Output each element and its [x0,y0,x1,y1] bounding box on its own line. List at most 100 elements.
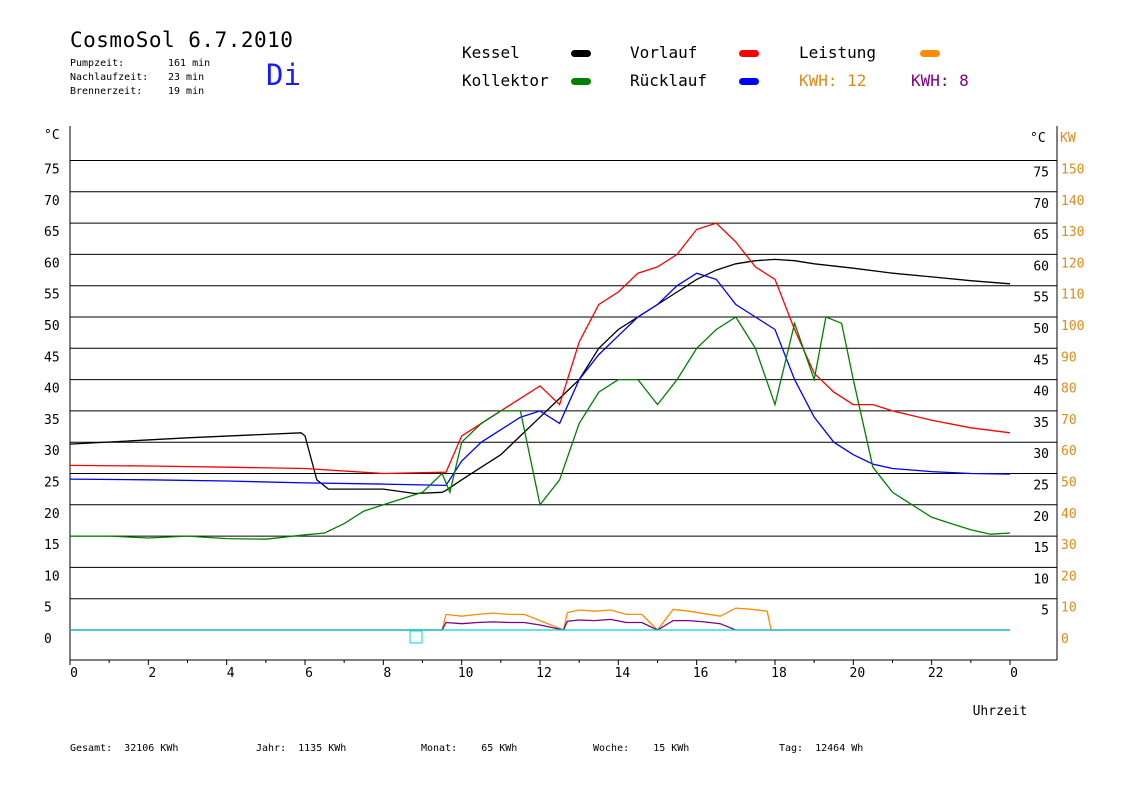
y-tick-left: 10 [44,569,60,584]
y-tick-left: 15 [44,538,60,553]
y-tick-left: 50 [44,319,60,334]
y-tick-right: 20 [1033,510,1049,525]
y-tick-right: 55 [1033,291,1049,306]
stat-value: 19 min [168,86,205,97]
y-tick-left: 70 [44,194,60,209]
x-tick-label: 14 [615,666,631,681]
y-tick-right: 25 [1033,479,1049,494]
kw-tick: 60 [1061,444,1077,459]
x-tick-label: 22 [928,666,944,681]
kw-tick: 80 [1061,382,1077,397]
legend-kessel-label: Kessel [462,43,520,62]
footer-tag: Tag: 12464 Wh [779,743,864,754]
y-tick-left: 20 [44,507,60,522]
kw-tick: 150 [1061,163,1084,178]
x-tick-label: 18 [771,666,787,681]
y-tick-right: 35 [1033,416,1049,431]
y-tick-right: 5 [1041,604,1049,619]
legend-kwh-1: KWH: 12 [799,71,867,90]
legend-ruecklauf-swatch [739,78,759,85]
kw-tick: 50 [1061,476,1077,491]
y-axis-label-left: °C [44,128,60,143]
x-tick-label: 8 [383,666,391,681]
kw-tick: 100 [1061,319,1084,334]
y-tick-right: 75 [1033,166,1049,181]
y-tick-right: 45 [1033,353,1049,368]
legend-ruecklauf-label: Rücklauf [630,71,708,90]
y-tick-right: 60 [1033,259,1049,274]
x-tick-label: 0 [1010,666,1018,681]
marker-square [409,630,423,644]
stat-label: Nachlaufzeit: [70,72,149,83]
stat-value: 161 min [168,58,211,69]
footer-jahr: Jahr: 1135 KWh [256,743,347,754]
stat-brennerzeit: Brennerzeit: 19 min [70,86,204,97]
kw-tick: 140 [1061,194,1084,209]
y-tick-left: 65 [44,225,60,240]
legend-vorlauf-label: Vorlauf [630,43,698,62]
y-axis-label-kw: KW [1060,131,1076,146]
kw-tick: 130 [1061,225,1084,240]
legend-kessel-swatch [571,50,591,57]
y-tick-left: 35 [44,413,60,428]
legend-leistung-label: Leistung [799,43,877,62]
series-line-kollektor [70,316,1011,540]
y-tick-right: 50 [1033,322,1049,337]
kw-tick: 40 [1061,507,1077,522]
legend-kollektor-swatch [571,78,591,85]
y-tick-right: 30 [1033,447,1049,462]
x-axis-label: Uhrzeit [973,704,1028,719]
x-tick-label: 12 [536,666,552,681]
stat-label: Pumpzeit: [70,58,125,69]
stat-value: 23 min [168,72,205,83]
y-tick-left: 75 [44,163,60,178]
kw-tick: 0 [1061,632,1069,647]
legend-kollektor-label: Kollektor [462,71,549,90]
x-tick-label: 10 [458,666,474,681]
y-tick-right: 65 [1033,228,1049,243]
x-tick-label: 2 [148,666,156,681]
y-tick-right: 70 [1033,197,1049,212]
y-tick-left: 60 [44,256,60,271]
x-tick-label: 16 [693,666,709,681]
y-tick-left: 40 [44,382,60,397]
footer-woche: Woche: 15 KWh [593,743,690,754]
y-tick-left: 55 [44,288,60,303]
legend-kwh-2: KWH: 8 [911,71,969,90]
y-tick-right: 40 [1033,385,1049,400]
y-tick-left: 0 [44,632,52,647]
x-tick-label: 0 [70,666,78,681]
y-tick-right: 10 [1033,572,1049,587]
footer-gesamt: Gesamt: 32106 KWh [70,743,179,754]
legend-leistung-swatch [920,50,940,57]
y-tick-left: 5 [44,601,52,616]
kw-tick: 30 [1061,538,1077,553]
series-line-kwh-vergleich [70,618,1010,631]
stat-nachlaufzeit: Nachlaufzeit: 23 min [70,72,204,83]
weekday-label: Di [266,58,301,92]
x-tick-label: 20 [850,666,866,681]
stat-pumpzeit: Pumpzeit: 161 min [70,58,210,69]
kw-tick: 20 [1061,569,1077,584]
y-tick-left: 30 [44,444,60,459]
y-tick-right: 15 [1033,541,1049,556]
kw-tick: 70 [1061,413,1077,428]
legend-vorlauf-swatch [739,50,759,57]
chart-title: CosmoSol 6.7.2010 [70,28,294,52]
series-line-vorlauf [69,222,1011,475]
series-line-kessel [69,258,1011,495]
x-tick-label: 6 [305,666,313,681]
kw-tick: 110 [1061,288,1084,303]
series-line-r-cklauf [69,272,1011,487]
footer-monat: Monat: 65 KWh [421,743,518,754]
kw-tick: 10 [1061,601,1077,616]
y-tick-left: 25 [44,476,60,491]
stat-label: Brennerzeit: [70,86,143,97]
series-line-leistung [70,607,1010,631]
y-tick-left: 45 [44,350,60,365]
y-axis-label-right: °C [1030,131,1046,146]
kw-tick: 120 [1061,256,1084,271]
kw-tick: 90 [1061,350,1077,365]
x-tick-label: 4 [227,666,235,681]
